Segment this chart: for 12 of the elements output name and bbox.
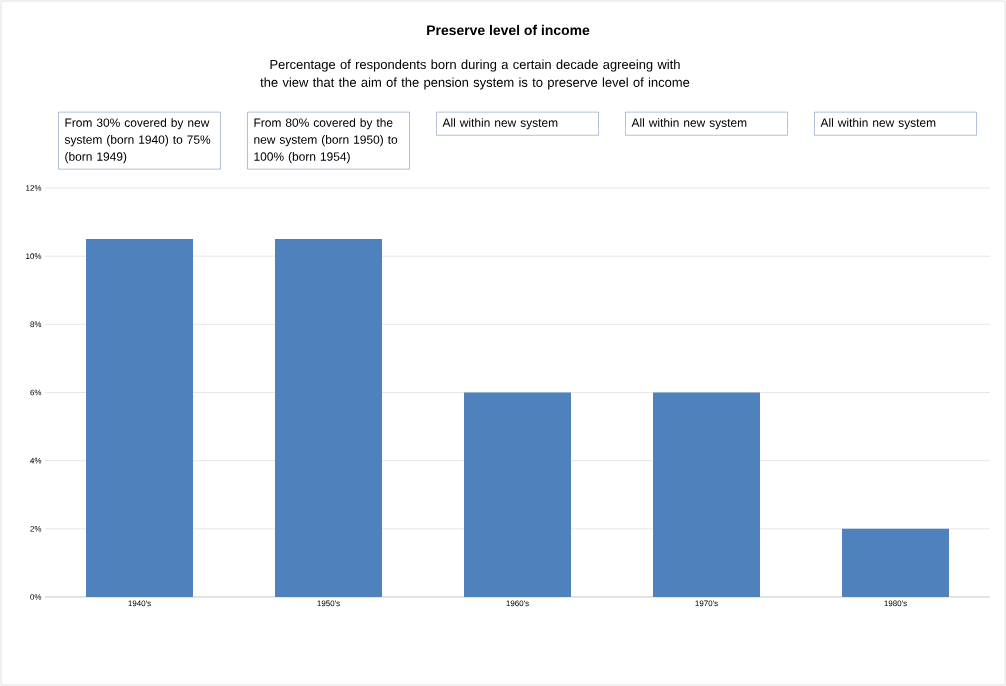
text: All within new system [631,118,747,130]
bar [275,239,383,597]
text: All within new system [442,118,558,130]
chart-title: Preserve level of income [427,24,590,36]
text: All within new system [820,118,936,130]
bar [464,392,572,597]
text: From 80% covered by the new system (born 1950) to 100% (born 1954) [254,118,398,164]
text: From 30% covered by new system (born 1940) to 75% (born 1949) [64,118,211,164]
bar [653,392,761,597]
chart-subtitle: Percentage of respondents born during a certain decade agreeing with the view that the aim of the pension system is to preserve level of income [260,59,690,90]
bar [86,239,194,597]
bar [842,528,950,597]
